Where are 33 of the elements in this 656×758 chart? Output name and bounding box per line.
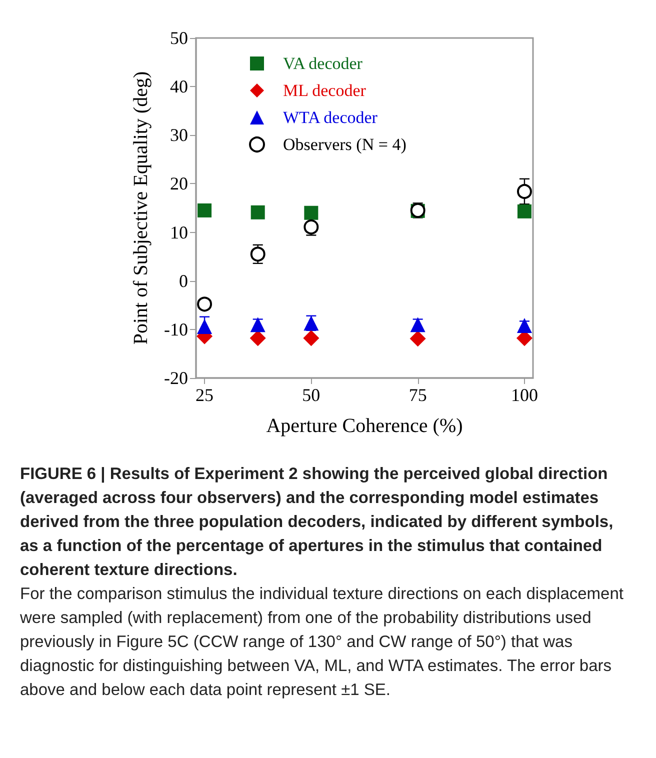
- legend-label: Observers (N = 4): [283, 135, 406, 154]
- x-tick-label: 25: [196, 385, 214, 405]
- y-tick-label: 0: [179, 270, 188, 291]
- y-tick-label: 40: [170, 76, 188, 97]
- point: [304, 206, 318, 220]
- legend-label: WTA decoder: [283, 108, 378, 127]
- point: [516, 184, 532, 199]
- x-tick-label: 75: [408, 385, 427, 405]
- x-tick-label: 100: [510, 385, 538, 405]
- y-tick-label: 20: [170, 174, 188, 194]
- point: [410, 317, 426, 332]
- y-tick-label: -20: [164, 368, 188, 388]
- y-tick-label: 10: [170, 222, 188, 242]
- y-axis-title: Point of Subjective Equality (deg): [130, 71, 152, 345]
- text: For the comparison stimulus the individual texture directions on each displacement were sampled (with replacement) from one of the probability distributions used previously in Figure 5C (CCW range of 130° and CW range of 50°) that was diagnostic for distinguishing between VA, ML, and WTA estimates. The error bars above and below each data point represent ±1 SE.: [20, 584, 624, 701]
- x-tick-label: 50: [302, 385, 320, 405]
- point: [198, 203, 212, 218]
- point: [410, 330, 426, 347]
- caption: FIGURE 6 | Results of Experiment 2 showing the perceived global direction (averaged across four observers) and the corresponding model estimates derived from the three population decoders, indicated by different symbols, as a function of the percentage of apertures in the stimulus that contained coherent texture directions.: [20, 464, 614, 581]
- y-tick-label: -10: [164, 319, 188, 340]
- y-tick-label: 50: [170, 28, 188, 48]
- point: [250, 246, 266, 262]
- point: [250, 330, 266, 346]
- point: [517, 204, 532, 218]
- point: [197, 319, 212, 334]
- point: [516, 318, 532, 334]
- legend-label: ML decoder: [283, 81, 366, 100]
- legend-label: VA decoder: [283, 54, 363, 73]
- point: [303, 330, 320, 346]
- x-axis-title: Aperture Coherence (%): [266, 415, 463, 437]
- point: [250, 205, 265, 220]
- y-tick-label: 30: [170, 125, 188, 146]
- point: [250, 317, 266, 332]
